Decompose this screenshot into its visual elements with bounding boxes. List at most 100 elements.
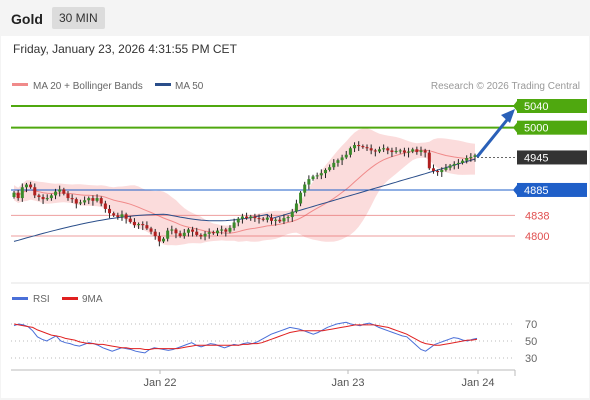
candle xyxy=(319,169,323,180)
timeframe-button[interactable]: 30 MIN xyxy=(52,7,105,29)
candle xyxy=(353,142,357,153)
candle-body-up xyxy=(448,165,452,168)
candle xyxy=(294,199,298,214)
candle xyxy=(286,215,290,222)
candle-body-up xyxy=(328,167,332,170)
candle xyxy=(386,146,390,155)
candle-body-up xyxy=(382,148,386,150)
candle xyxy=(199,233,203,240)
candle-body-down xyxy=(145,225,149,229)
candle xyxy=(207,228,211,239)
candle-body-up xyxy=(249,216,253,219)
candle xyxy=(20,183,24,202)
candle xyxy=(29,181,33,189)
chart-panel: Friday, January 23, 2026 4:31:55 PM CET … xyxy=(1,36,589,398)
support-text: 4838 xyxy=(525,210,549,222)
candle-body-down xyxy=(357,145,361,147)
candle-body-down xyxy=(365,147,369,149)
candle xyxy=(182,228,186,239)
candle xyxy=(261,217,265,222)
candle-body-down xyxy=(74,199,78,204)
candle xyxy=(369,144,373,155)
candle-body-up xyxy=(394,150,398,153)
candle xyxy=(348,146,352,158)
candle xyxy=(328,164,332,172)
candle-body-down xyxy=(16,192,20,199)
candle-body-up xyxy=(95,198,99,201)
candle-body-down xyxy=(224,229,228,232)
candle xyxy=(444,163,448,172)
candle-body-up xyxy=(78,202,82,204)
candle-body-up xyxy=(49,195,53,199)
candle xyxy=(224,227,228,237)
candle xyxy=(37,193,41,201)
candle-body-up xyxy=(299,192,303,204)
bb-legend-label: MA 20 + Bollinger Bands xyxy=(33,81,143,92)
candle-body-up xyxy=(407,151,411,153)
candle-body-up xyxy=(20,187,24,199)
candle xyxy=(70,194,74,203)
candle-body-up xyxy=(236,218,240,223)
datetime-label: Friday, January 23, 2026 4:31:55 PM CET xyxy=(13,42,238,56)
candle-body-up xyxy=(203,233,207,237)
candle-body-up xyxy=(220,229,224,231)
candle-body-down xyxy=(415,149,419,153)
candle xyxy=(394,147,398,154)
candle-body-down xyxy=(257,218,261,220)
candle xyxy=(336,158,340,167)
candle xyxy=(137,222,141,229)
pivot-tag-pointer xyxy=(513,184,517,195)
candle xyxy=(315,172,319,180)
level-4800: 4800 xyxy=(11,231,549,243)
candle-body-up xyxy=(58,189,62,192)
projection-arrow-head xyxy=(501,109,515,123)
candle-body-down xyxy=(70,198,74,200)
candle-body-down xyxy=(141,224,145,226)
candle-body-down xyxy=(103,203,107,209)
candle xyxy=(99,196,103,207)
rsi-legend-swatch xyxy=(12,297,28,300)
candle-body-down xyxy=(261,218,265,220)
candle xyxy=(124,212,128,224)
candle xyxy=(240,213,244,224)
candle-body-up xyxy=(45,198,49,200)
ma20-line xyxy=(13,149,476,234)
candle-body-down xyxy=(66,193,70,199)
rsi-tick-label: 70 xyxy=(525,319,537,331)
candle xyxy=(245,212,249,220)
candle-body-up xyxy=(348,148,352,155)
candle xyxy=(41,194,45,205)
target-tag xyxy=(517,120,587,135)
candle-body-up xyxy=(473,155,477,157)
candle xyxy=(195,227,199,237)
candle xyxy=(141,221,145,231)
candle-body-up xyxy=(340,157,344,161)
candle-body-down xyxy=(369,148,373,151)
candle xyxy=(16,189,20,201)
candle xyxy=(427,149,431,170)
candle xyxy=(390,147,394,157)
candle-body-down xyxy=(386,148,390,151)
candle xyxy=(162,237,166,244)
candle-body-up xyxy=(469,156,473,158)
candle-body-up xyxy=(286,217,290,219)
candle-body-down xyxy=(112,213,116,216)
candle xyxy=(145,221,149,231)
bollinger-band xyxy=(14,128,475,246)
candle xyxy=(407,147,411,158)
candle xyxy=(377,146,381,154)
candle xyxy=(49,193,53,201)
candle xyxy=(332,159,336,170)
candle xyxy=(448,163,452,171)
candle-body-down xyxy=(33,187,37,196)
candle-body-down xyxy=(427,152,431,169)
candle-body-up xyxy=(87,198,91,201)
candle xyxy=(423,148,427,158)
candle xyxy=(83,196,87,206)
rsi-line xyxy=(13,321,478,354)
candle-body-up xyxy=(307,179,311,185)
candle-body-down xyxy=(108,208,112,214)
candle-body-down xyxy=(128,218,132,222)
candle xyxy=(461,159,465,165)
candle-body-up xyxy=(274,219,278,221)
